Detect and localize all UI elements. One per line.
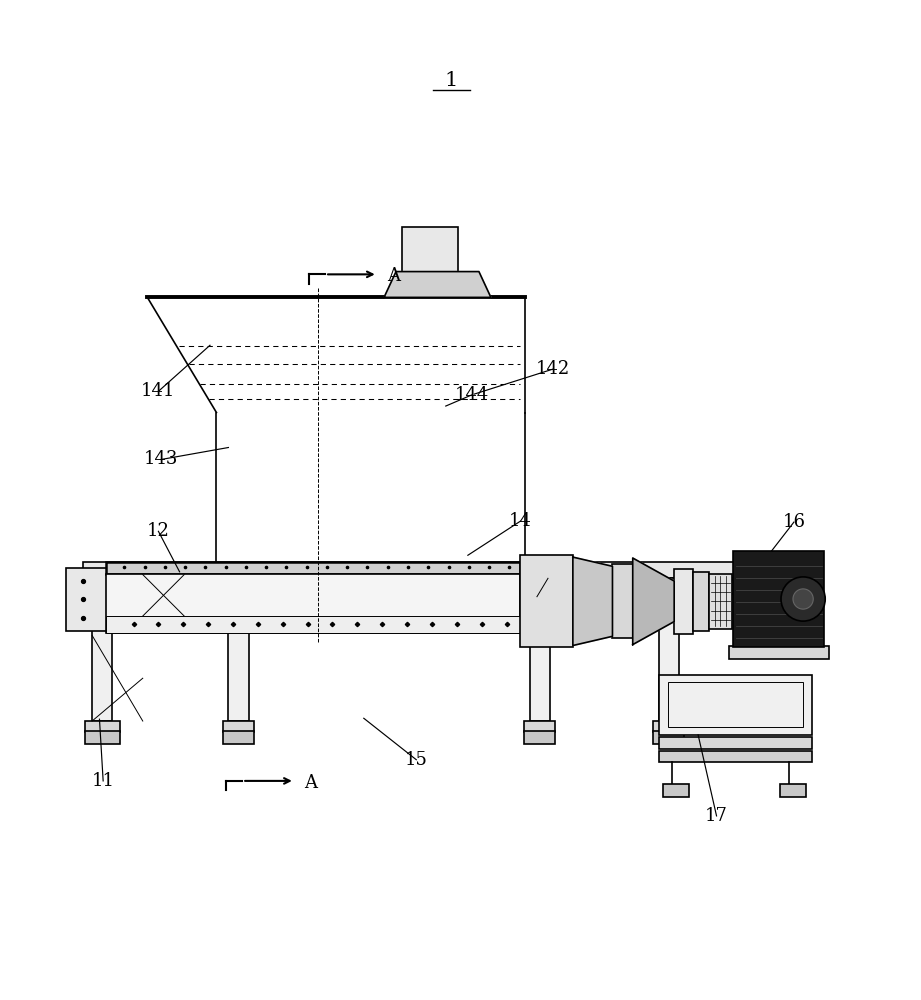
Bar <box>85 721 120 732</box>
Text: A: A <box>304 774 317 792</box>
Text: A: A <box>387 267 400 285</box>
Circle shape <box>793 589 813 609</box>
Text: 17: 17 <box>705 807 728 825</box>
Polygon shape <box>573 557 612 646</box>
Bar <box>659 578 679 721</box>
Bar <box>653 731 684 744</box>
Bar <box>402 227 458 272</box>
Text: 12: 12 <box>147 522 169 540</box>
Bar <box>66 568 108 631</box>
Text: 144: 144 <box>454 386 489 404</box>
Bar <box>674 569 693 634</box>
Text: 141: 141 <box>141 382 176 400</box>
Text: 16: 16 <box>783 513 805 531</box>
Text: 143: 143 <box>144 450 179 468</box>
Text: 1: 1 <box>445 71 458 90</box>
Bar <box>780 784 806 797</box>
Bar <box>663 784 689 797</box>
Bar <box>659 737 812 749</box>
Polygon shape <box>384 272 491 297</box>
Text: 15: 15 <box>405 751 427 769</box>
Bar <box>524 721 555 732</box>
Bar <box>228 578 249 721</box>
Bar <box>106 616 520 633</box>
Bar <box>223 731 254 744</box>
Bar <box>223 721 254 732</box>
Bar <box>524 731 555 744</box>
Text: 14: 14 <box>509 512 531 530</box>
Bar <box>693 572 709 631</box>
Bar <box>83 562 755 578</box>
Bar <box>520 555 573 647</box>
Bar <box>612 564 633 638</box>
Bar <box>653 721 684 732</box>
Bar <box>106 562 520 574</box>
Bar <box>530 578 550 721</box>
Bar <box>85 731 120 744</box>
Bar <box>733 551 824 647</box>
Bar <box>659 751 812 762</box>
Bar <box>659 675 812 735</box>
Circle shape <box>781 577 825 621</box>
Bar <box>106 574 520 633</box>
Bar <box>729 646 829 659</box>
Text: 11: 11 <box>92 772 114 790</box>
Bar <box>83 580 755 594</box>
Bar <box>709 574 732 629</box>
Bar <box>668 682 803 727</box>
Text: 142: 142 <box>535 360 570 378</box>
Polygon shape <box>633 558 674 645</box>
Bar <box>92 578 112 721</box>
